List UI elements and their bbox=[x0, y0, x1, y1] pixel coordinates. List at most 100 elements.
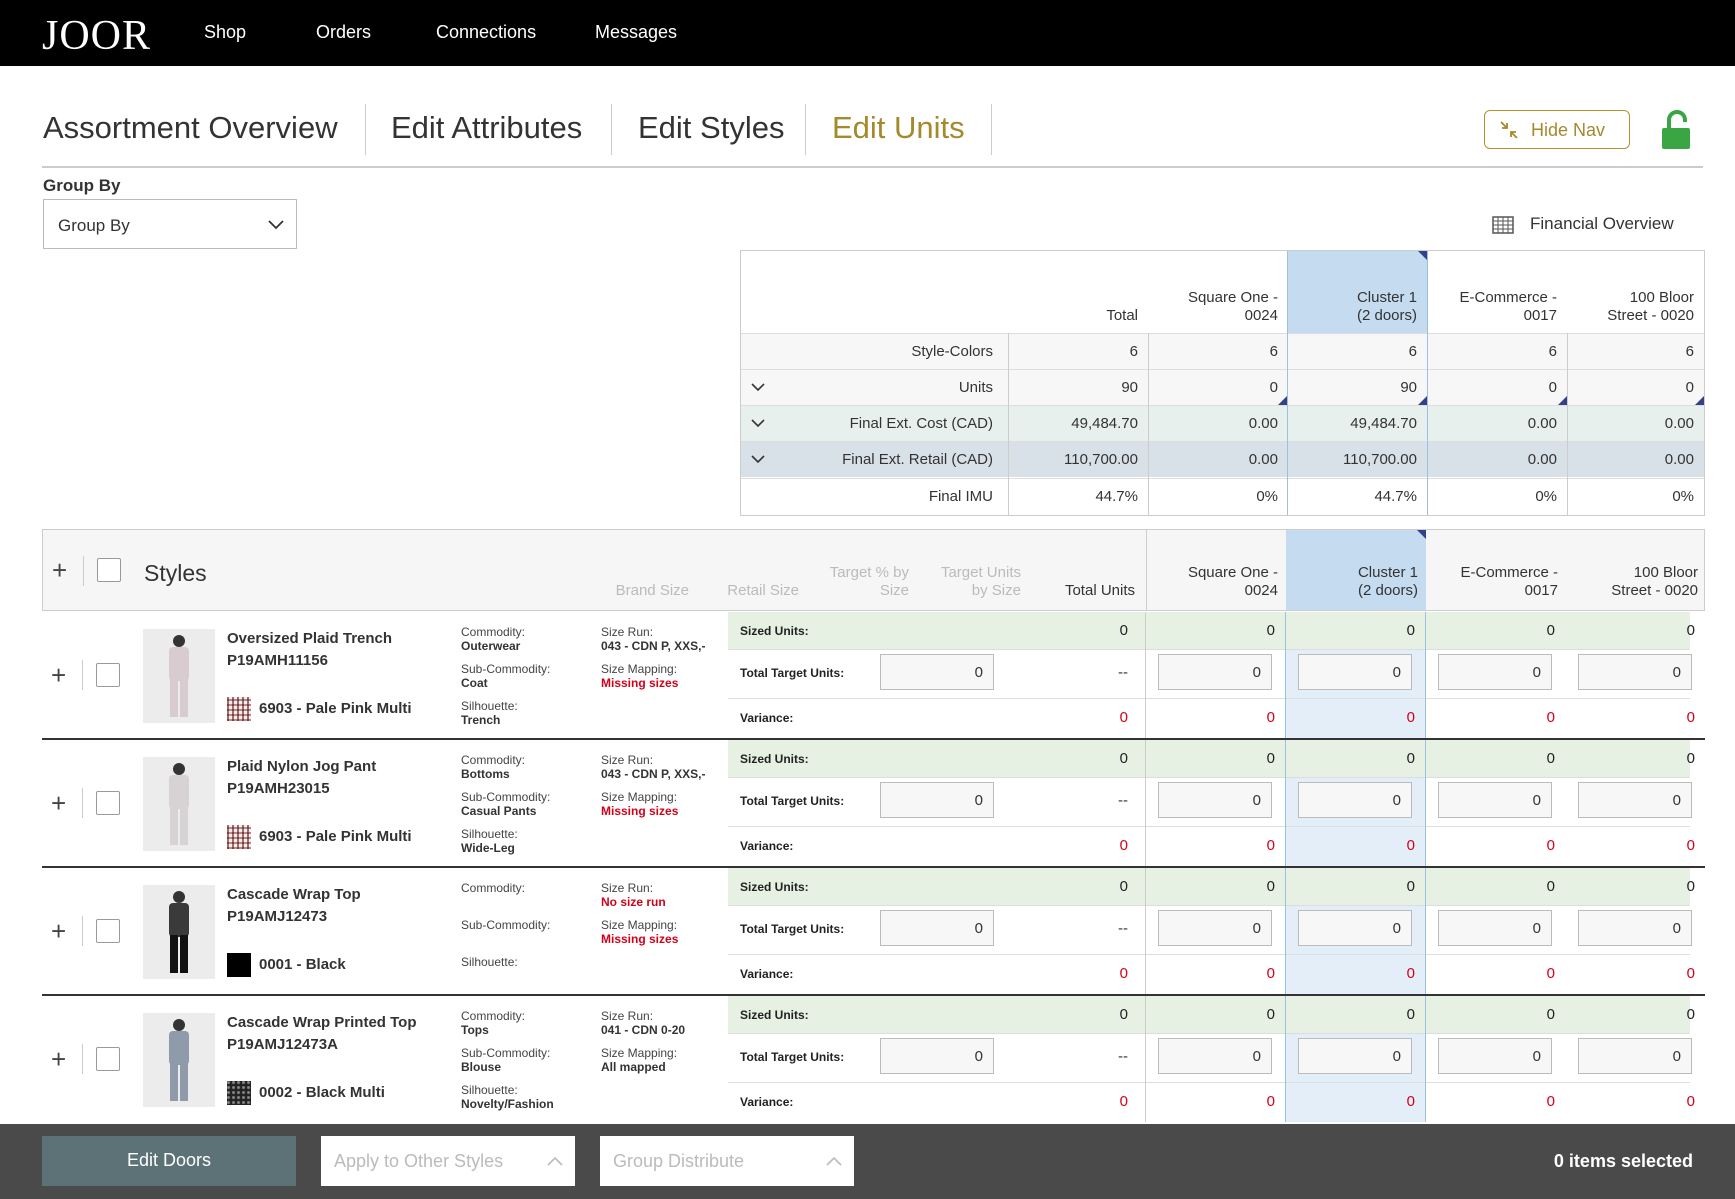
row-checkbox[interactable] bbox=[96, 1047, 120, 1071]
col-door-ecommerce: E-Commerce -0017 bbox=[1460, 564, 1558, 599]
nav-link-connections[interactable]: Connections bbox=[436, 22, 537, 42]
door-target-units-input[interactable]: 0 bbox=[1578, 654, 1692, 690]
tab-edit-units[interactable]: Edit Units bbox=[832, 110, 965, 145]
style-row: + Cascade Wrap Top P19AMJ12473 0001 - Blac… bbox=[42, 868, 1705, 996]
group-distribute-dropdown[interactable]: Group Distribute bbox=[600, 1136, 854, 1186]
style-sku: P19AMJ12473A bbox=[227, 1036, 338, 1053]
door-target-units-input[interactable]: 0 bbox=[1298, 910, 1412, 946]
door-target-units-input[interactable]: 0 bbox=[1438, 1038, 1552, 1074]
variance-door: 0 bbox=[1686, 709, 1695, 726]
style-color: 0001 - Black bbox=[259, 956, 346, 973]
sized-units-door: 0 bbox=[1266, 1006, 1275, 1023]
size-mapping-value[interactable]: Missing sizes bbox=[601, 804, 679, 818]
door-target-units-input[interactable]: 0 bbox=[1438, 910, 1552, 946]
group-distribute-label: Group Distribute bbox=[613, 1151, 745, 1171]
total-target-units-input[interactable]: 0 bbox=[880, 1038, 994, 1074]
silhouette-value: Wide-Leg bbox=[461, 841, 515, 855]
variance-door: 0 bbox=[1266, 709, 1275, 726]
model-image-icon bbox=[143, 1013, 215, 1107]
summary-table: Total Square One -0024 Cluster 1 (2 doors… bbox=[740, 250, 1705, 516]
color-swatch bbox=[227, 953, 251, 977]
variance-label: Variance: bbox=[740, 1095, 794, 1109]
expand-row-icon[interactable]: + bbox=[51, 1044, 67, 1074]
row-divider bbox=[42, 866, 1705, 868]
row-checkbox[interactable] bbox=[96, 663, 120, 687]
door-target-units-input[interactable]: 0 bbox=[1158, 782, 1272, 818]
style-color: 6903 - Pale Pink Multi bbox=[259, 700, 412, 717]
door-target-units-input[interactable]: 0 bbox=[1578, 1038, 1692, 1074]
size-mapping-label: Size Mapping: bbox=[601, 662, 678, 676]
unlocked-padlock-icon[interactable] bbox=[1660, 110, 1692, 150]
edit-doors-button[interactable]: Edit Doors bbox=[42, 1136, 296, 1186]
variance-door: 0 bbox=[1406, 709, 1415, 726]
row-checkbox[interactable] bbox=[96, 919, 120, 943]
col-door-square-one: Square One -0024 bbox=[1187, 564, 1278, 599]
sized-units-door: 0 bbox=[1406, 1006, 1415, 1023]
row-checkbox[interactable] bbox=[96, 791, 120, 815]
door-target-units-input[interactable]: 0 bbox=[1298, 654, 1412, 690]
size-run-label: Size Run: bbox=[601, 1009, 654, 1023]
size-mapping-value[interactable]: Missing sizes bbox=[601, 676, 679, 690]
sub-commodity-label: Sub-Commodity: bbox=[461, 790, 551, 804]
style-name[interactable]: Plaid Nylon Jog Pant bbox=[227, 758, 377, 775]
row-divider bbox=[42, 994, 1705, 996]
total-target-units-input[interactable]: 0 bbox=[880, 910, 994, 946]
door-target-units-input[interactable]: 0 bbox=[1158, 1038, 1272, 1074]
col-total-units: Total Units bbox=[1064, 582, 1135, 599]
summary-row-ext-retail[interactable]: Final Ext. Retail (CAD) 110,700.00 0.00 … bbox=[741, 441, 1704, 477]
product-thumbnail[interactable] bbox=[143, 629, 215, 723]
summary-row-ext-cost[interactable]: Final Ext. Cost (CAD) 49,484.70 0.00 49,… bbox=[741, 405, 1704, 441]
door-target-units-input[interactable]: 0 bbox=[1578, 910, 1692, 946]
style-name[interactable]: Cascade Wrap Top bbox=[227, 886, 361, 903]
financial-overview-label: Financial Overview bbox=[1530, 214, 1674, 233]
variance-door: 0 bbox=[1406, 965, 1415, 982]
expand-row-icon[interactable]: + bbox=[51, 916, 67, 946]
joor-logo[interactable]: JOOR bbox=[42, 13, 152, 59]
variance-total: 0 bbox=[1119, 965, 1128, 982]
styles-table-header: + Styles Brand Size Retail Size Target %… bbox=[42, 529, 1705, 611]
style-name[interactable]: Cascade Wrap Printed Top bbox=[227, 1014, 417, 1031]
silhouette-label: Silhouette: bbox=[461, 699, 518, 713]
tab-edit-styles[interactable]: Edit Styles bbox=[638, 110, 785, 145]
door-target-units-input[interactable]: 0 bbox=[1298, 1038, 1412, 1074]
group-by-select[interactable]: Group By bbox=[43, 199, 297, 249]
door-target-units-input[interactable]: 0 bbox=[1158, 654, 1272, 690]
hide-nav-button[interactable]: Hide Nav bbox=[1484, 110, 1630, 149]
select-all-checkbox[interactable] bbox=[97, 558, 121, 582]
style-name[interactable]: Oversized Plaid Trench bbox=[227, 630, 393, 647]
size-mapping-label: Size Mapping: bbox=[601, 790, 678, 804]
variance-door: 0 bbox=[1266, 965, 1275, 982]
total-target-units-input[interactable]: 0 bbox=[880, 782, 994, 818]
expand-row-icon[interactable]: + bbox=[51, 788, 67, 818]
expand-row-icon[interactable]: + bbox=[51, 660, 67, 690]
chevron-down-icon[interactable] bbox=[751, 419, 765, 428]
door-target-units-input[interactable]: 0 bbox=[1438, 654, 1552, 690]
variance-door: 0 bbox=[1266, 1093, 1275, 1110]
total-target-units-label: Total Target Units: bbox=[740, 794, 845, 808]
door-target-units-input[interactable]: 0 bbox=[1298, 782, 1412, 818]
apply-to-other-styles-dropdown[interactable]: Apply to Other Styles bbox=[321, 1136, 575, 1186]
size-mapping-value[interactable]: Missing sizes bbox=[601, 932, 679, 946]
sized-units-row bbox=[728, 740, 1690, 777]
product-thumbnail[interactable] bbox=[143, 757, 215, 851]
summary-col-total: Total bbox=[1106, 307, 1138, 324]
nav-link-orders[interactable]: Orders bbox=[316, 22, 372, 42]
sized-units-row bbox=[728, 868, 1690, 905]
product-thumbnail[interactable] bbox=[143, 885, 215, 979]
tab-assortment-overview[interactable]: Assortment Overview bbox=[43, 110, 338, 145]
nav-link-shop[interactable]: Shop bbox=[204, 22, 247, 42]
expand-all-icon[interactable]: + bbox=[52, 555, 68, 585]
door-target-units-input[interactable]: 0 bbox=[1578, 782, 1692, 818]
tab-edit-attributes[interactable]: Edit Attributes bbox=[391, 110, 583, 145]
door-target-units-input[interactable]: 0 bbox=[1438, 782, 1552, 818]
hide-nav-label: Hide Nav bbox=[1531, 120, 1606, 140]
nav-link-messages[interactable]: Messages bbox=[595, 22, 678, 42]
style-color: 0002 - Black Multi bbox=[259, 1084, 385, 1101]
selected-items-count: 0 items selected bbox=[1553, 1151, 1693, 1171]
chevron-down-icon[interactable] bbox=[751, 383, 765, 392]
product-thumbnail[interactable] bbox=[143, 1013, 215, 1107]
total-target-units-input[interactable]: 0 bbox=[880, 654, 994, 690]
chevron-down-icon[interactable] bbox=[751, 455, 765, 464]
summary-row-units[interactable]: Units 90 0 90 0 0 bbox=[741, 369, 1704, 405]
door-target-units-input[interactable]: 0 bbox=[1158, 910, 1272, 946]
